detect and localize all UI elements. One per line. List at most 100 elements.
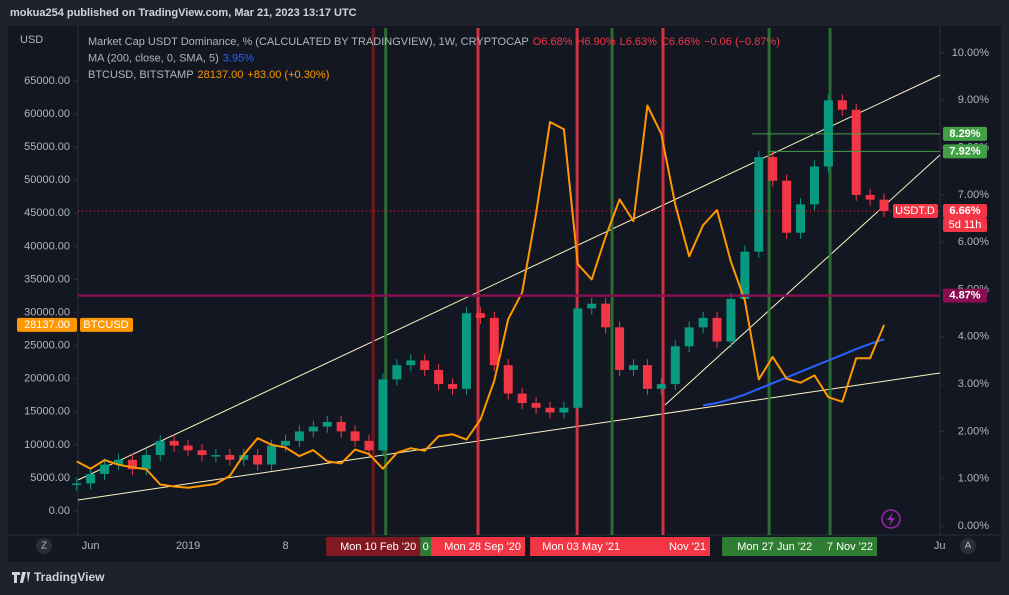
candle [434,369,444,385]
event-tag [326,537,421,556]
y-tick-label: 5000.00 [30,472,70,484]
legend-name: BTCUSD, BITSTAMP [88,69,194,81]
candle [239,455,249,460]
candle [809,166,819,205]
candle [113,459,123,465]
candle [545,407,555,413]
y-tick-label: 0.00 [49,505,70,517]
candle [670,346,680,385]
candle [615,327,625,370]
candle [629,365,638,370]
candle [308,426,318,432]
legend-status: 3.95% [223,52,254,64]
candle [267,445,277,465]
candle [350,431,360,441]
candle [754,157,764,252]
countdown-label: 5d 11h [949,219,982,231]
series-tag [80,317,133,332]
zoom-button-label: Z [41,541,47,552]
candle [322,421,332,427]
legend-entry: BTCUSD, BITSTAMP 28137.00 +83.00 (+0.30%) [88,69,329,81]
alert-icon[interactable] [881,509,901,529]
legend-entry: MA (200, close, 0, SMA, 5) 3.95% [88,52,254,64]
zoom-button[interactable] [36,538,52,554]
legend-entry: Market Cap USDT Dominance, % (CALCULATED… [88,36,780,48]
x-tick-label: 2019 [176,540,200,552]
price-tag-label: 6.66% [949,205,980,217]
legend-status: +83.00 (+0.30%) [247,69,329,81]
price-tag-label: 28137.00 [24,319,70,331]
price-tag [17,317,77,332]
y-tick-label: 15000.00 [24,406,70,418]
candle [169,440,179,446]
price-tag-label: 7.92% [949,145,980,157]
event-tag [431,537,526,556]
legend-name: Market Cap USDT Dominance, % (CALCULATED… [88,36,529,48]
auto-button[interactable] [960,538,976,554]
candle [364,440,374,451]
countdown-tag [943,217,987,232]
candle [851,109,861,195]
event-tag-label: Mon 27 Jun '22 [737,541,812,553]
candle [865,194,875,200]
y-tick-label: 20000.00 [24,373,70,385]
candle [837,100,847,110]
series-tag-label: USDT.D [895,205,935,217]
candle [475,313,485,318]
candle [378,379,388,451]
candle [211,455,221,457]
price-tag-label: 8.29% [949,128,980,140]
event-tag-label: Mon 28 Sep '20 [444,541,521,553]
trend-line [664,154,941,406]
price-tag-label: 4.87% [949,290,980,302]
brand-logo [12,572,30,583]
y2-tick-label: 0.00% [958,520,989,532]
legend-status: H6.90% [576,36,615,48]
y2-tick-label: 4.00% [958,331,989,343]
candle [656,384,666,389]
candle [503,365,513,394]
candle [448,384,458,389]
candle [698,317,708,328]
trend-line [77,74,941,481]
price-tag [943,203,987,218]
auto-button-label: A [965,541,972,552]
candle [406,360,416,366]
legend-status: O6.68% [533,36,573,48]
y-tick-label: 35000.00 [24,273,70,285]
x-tick-label: 8 [282,540,288,552]
event-tag [722,537,817,556]
y-unit: USD [20,34,43,46]
event-tag-label: Mon 03 May '21 [542,541,620,553]
event-tag-label: 0 [423,541,429,553]
candle [768,157,778,181]
candle [489,317,499,366]
candle [86,473,96,484]
legend-status: 28137.00 [198,69,244,81]
candle [573,308,583,408]
candle [336,421,346,432]
brand: TradingView [34,570,105,584]
y-tick-label: 50000.00 [24,174,70,186]
y-tick-label: 30000.00 [24,306,70,318]
candle [127,459,137,470]
y-tick-label: 40000.00 [24,240,70,252]
candle [531,403,541,408]
y-tick-label: 65000.00 [24,75,70,87]
candle [141,455,151,470]
event-tag-label: Nov '21 [669,541,706,553]
y-tick-label: 25000.00 [24,340,70,352]
candle [281,440,290,446]
candle [782,180,792,233]
event-tag [530,537,625,556]
y2-tick-label: 1.00% [958,473,989,485]
y2-tick-label: 10.00% [952,47,990,59]
y2-tick-label: 6.00% [958,236,989,248]
candle [461,313,471,389]
candle [392,365,402,380]
candle [879,199,889,211]
y2-tick-label: 9.00% [958,94,989,106]
candle [294,431,304,441]
